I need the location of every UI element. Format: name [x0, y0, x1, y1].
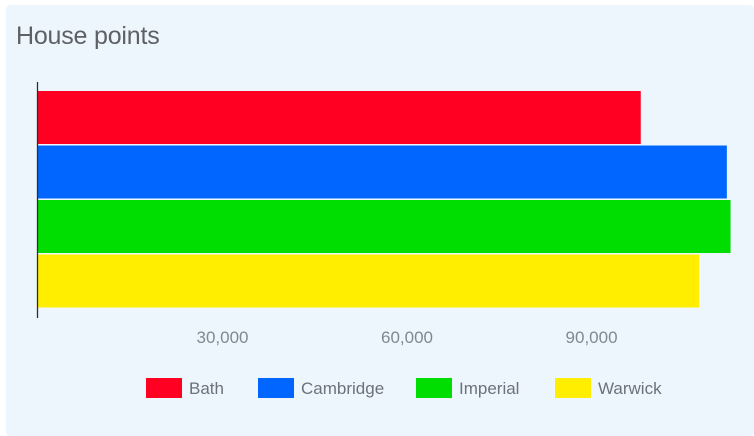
legend-swatch-imperial[interactable]: [416, 378, 452, 398]
bar-warwick[interactable]: [38, 254, 700, 308]
legend-label-imperial[interactable]: Imperial: [459, 379, 519, 398]
x-tick-label: 60,000: [381, 328, 433, 347]
chart-title: House points: [16, 22, 160, 50]
legend-label-bath[interactable]: Bath: [189, 379, 224, 398]
legend-swatch-bath[interactable]: [146, 378, 182, 398]
legend-swatch-cambridge[interactable]: [258, 378, 294, 398]
legend-label-cambridge[interactable]: Cambridge: [301, 379, 384, 398]
legend-swatch-warwick[interactable]: [555, 378, 591, 398]
bar-cambridge[interactable]: [38, 145, 727, 199]
x-tick-label: 90,000: [566, 328, 618, 347]
legend-label-warwick[interactable]: Warwick: [598, 379, 662, 398]
bar-imperial[interactable]: [38, 200, 731, 253]
bar-bath[interactable]: [38, 91, 641, 144]
x-tick-label: 30,000: [197, 328, 249, 347]
